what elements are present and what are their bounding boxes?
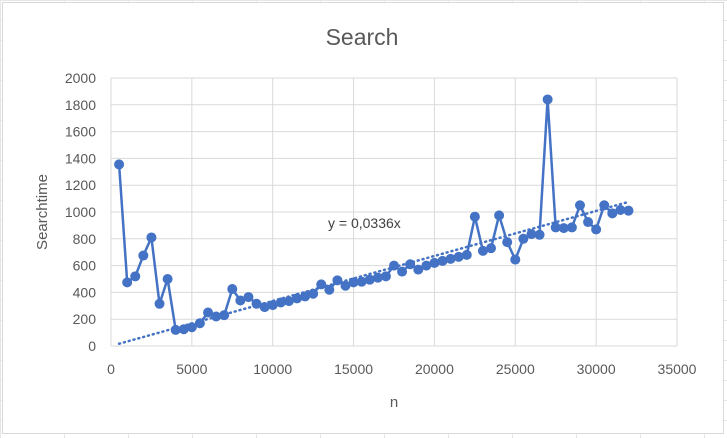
data-point bbox=[534, 229, 545, 240]
data-point bbox=[211, 311, 222, 322]
x-tick-label: 35000 bbox=[658, 361, 697, 377]
data-point bbox=[566, 222, 577, 233]
y-tick-label: 1400 bbox=[65, 150, 96, 166]
x-tick-label: 5000 bbox=[176, 361, 207, 377]
data-point bbox=[194, 318, 205, 329]
data-point bbox=[623, 205, 634, 216]
data-point bbox=[356, 276, 367, 287]
data-point bbox=[259, 302, 270, 313]
data-point bbox=[494, 210, 505, 221]
trendline bbox=[117, 200, 630, 345]
data-point bbox=[558, 223, 569, 234]
data-point bbox=[607, 208, 618, 219]
data-point bbox=[340, 280, 351, 291]
y-tick-label: 600 bbox=[73, 258, 97, 274]
data-point bbox=[300, 291, 311, 302]
data-point bbox=[114, 159, 125, 170]
y-tick-label: 400 bbox=[73, 284, 97, 300]
data-point bbox=[486, 243, 497, 254]
data-point bbox=[219, 310, 230, 321]
data-point bbox=[227, 284, 238, 295]
x-tick-label: 15000 bbox=[334, 361, 373, 377]
data-point bbox=[130, 271, 141, 282]
x-axis-title: n bbox=[390, 394, 398, 411]
data-point bbox=[502, 237, 513, 248]
data-point bbox=[405, 259, 416, 270]
data-point bbox=[591, 224, 602, 235]
data-point bbox=[445, 253, 456, 264]
x-tick-label: 30000 bbox=[577, 361, 616, 377]
y-tick-label: 1200 bbox=[65, 177, 96, 193]
data-point bbox=[542, 94, 553, 105]
data-point bbox=[291, 293, 302, 304]
data-point bbox=[162, 274, 173, 284]
data-point bbox=[138, 250, 149, 261]
data-point bbox=[348, 277, 359, 288]
data-point bbox=[308, 288, 319, 299]
data-point bbox=[324, 284, 335, 295]
data-point bbox=[583, 217, 594, 228]
data-point bbox=[421, 260, 432, 271]
data-point bbox=[372, 272, 383, 283]
data-point bbox=[364, 274, 375, 285]
data-point bbox=[413, 264, 424, 275]
y-tick-label: 0 bbox=[88, 338, 96, 354]
data-point bbox=[251, 298, 262, 309]
y-axis-title: Searchtime bbox=[34, 174, 51, 250]
data-point bbox=[122, 277, 133, 288]
data-point bbox=[453, 251, 464, 262]
data-series bbox=[114, 94, 634, 335]
data-point bbox=[146, 232, 157, 243]
trendline-line bbox=[117, 200, 630, 345]
data-point bbox=[526, 229, 537, 240]
x-tick-label: 25000 bbox=[496, 361, 535, 377]
data-point bbox=[469, 211, 480, 222]
y-tick-labels: 0 200 400 600 800 1000 1200 1400 1600 1800 2000 bbox=[65, 70, 96, 354]
data-point bbox=[397, 266, 408, 277]
data-point bbox=[203, 307, 214, 318]
data-point bbox=[477, 245, 488, 256]
data-point bbox=[389, 260, 399, 271]
y-tick-label: 200 bbox=[73, 311, 97, 327]
x-tick-labels: 0 5000 10000 15000 20000 25000 30000 35000 bbox=[107, 361, 697, 377]
y-tick-label: 1000 bbox=[65, 204, 96, 220]
data-point bbox=[437, 255, 448, 266]
data-point bbox=[178, 324, 189, 335]
y-tick-label: 800 bbox=[73, 231, 97, 247]
data-point bbox=[243, 292, 254, 303]
data-point bbox=[461, 249, 472, 260]
data-point bbox=[550, 222, 561, 233]
data-point bbox=[316, 279, 327, 290]
x-tick-label: 0 bbox=[107, 361, 115, 377]
y-tick-label: 2000 bbox=[65, 70, 96, 86]
data-point bbox=[275, 297, 286, 308]
data-point bbox=[574, 200, 585, 211]
x-tick-label: 20000 bbox=[415, 361, 454, 377]
trendline-equation: y = 0,0336x bbox=[328, 215, 401, 231]
data-point bbox=[170, 324, 181, 335]
data-point bbox=[599, 200, 610, 211]
x-tick-label: 10000 bbox=[253, 361, 292, 377]
data-point bbox=[615, 204, 626, 215]
chart-title: Search bbox=[326, 24, 399, 50]
data-point bbox=[518, 233, 529, 244]
data-point bbox=[283, 296, 294, 307]
data-point bbox=[154, 298, 165, 309]
data-point bbox=[267, 300, 278, 311]
data-point bbox=[235, 295, 246, 306]
data-point bbox=[380, 271, 391, 282]
data-point bbox=[429, 257, 440, 268]
data-point bbox=[186, 322, 197, 333]
y-tick-label: 1600 bbox=[65, 124, 96, 140]
y-tick-label: 1800 bbox=[65, 97, 96, 113]
data-point bbox=[510, 254, 521, 265]
data-point bbox=[332, 275, 343, 286]
